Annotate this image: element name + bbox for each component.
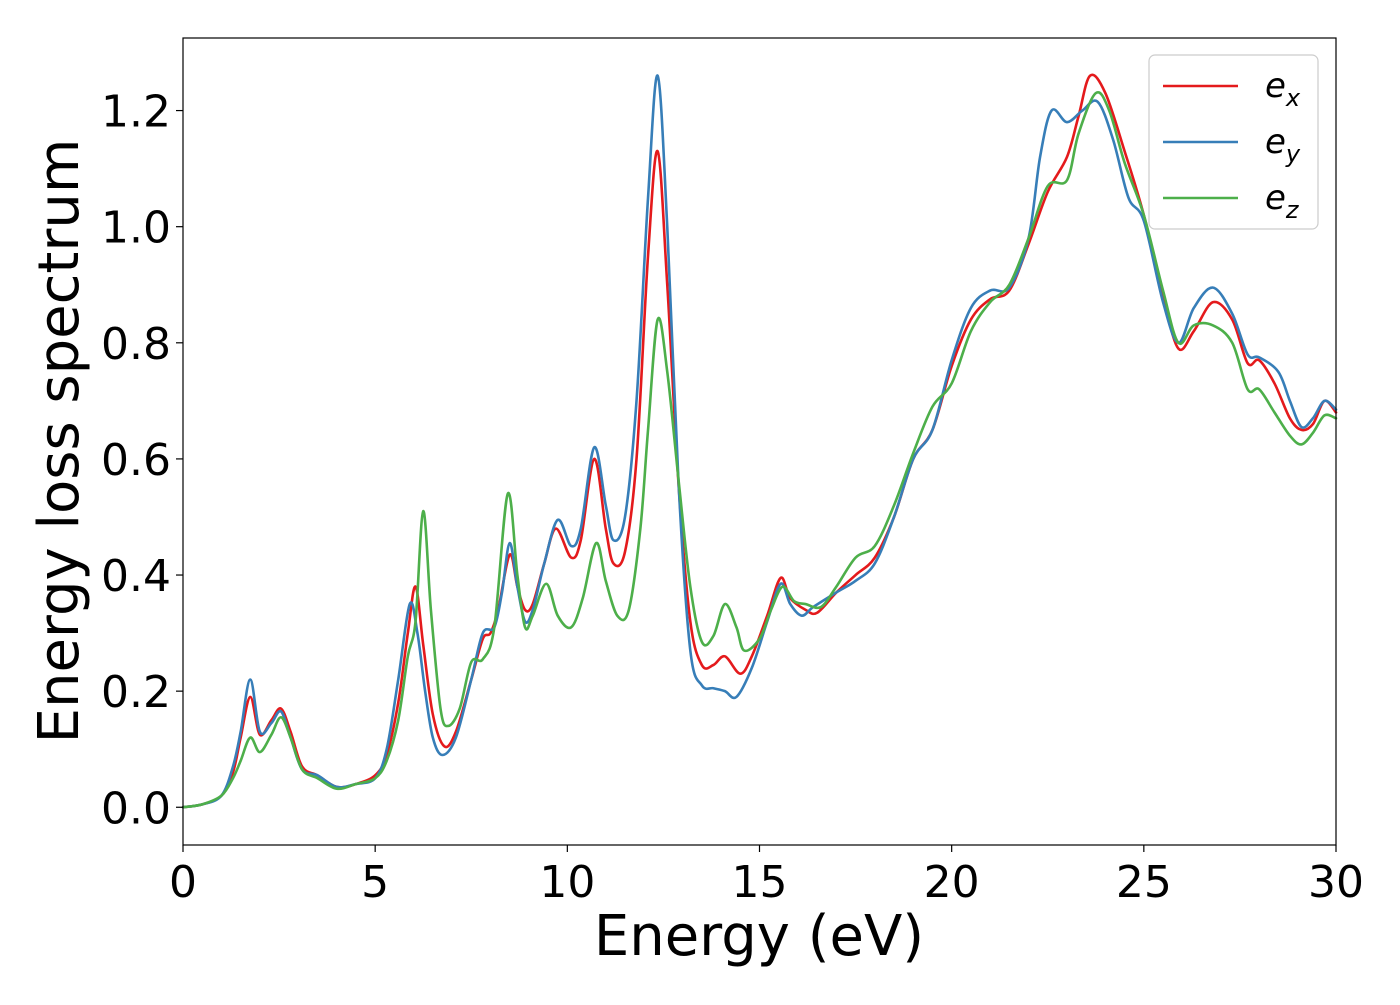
x-tick-label: 25 xyxy=(1116,857,1172,908)
x-axis-ticks: 0 5 10 15 20 25 30 xyxy=(169,845,1364,908)
x-tick-label: 10 xyxy=(539,857,595,908)
legend-label-subscript: x xyxy=(1285,84,1301,112)
legend-label-z: ez xyxy=(1265,178,1300,224)
y-tick-label: 1.2 xyxy=(101,87,171,138)
y-axis-title: Energy loss spectrum xyxy=(27,139,92,744)
y-tick-label: 0.4 xyxy=(101,551,171,602)
legend-label-subscript: z xyxy=(1285,196,1300,224)
x-tick-label: 30 xyxy=(1308,857,1364,908)
legend-label-subscript: y xyxy=(1285,140,1301,168)
y-tick-label: 0.0 xyxy=(101,783,171,834)
y-axis-ticks: 0.0 0.2 0.4 0.6 0.8 1.0 1.2 xyxy=(101,87,183,834)
x-tick-label: 15 xyxy=(732,857,788,908)
series-line-y xyxy=(181,74,1338,809)
y-tick-label: 0.2 xyxy=(101,667,171,718)
y-tick-label: 0.8 xyxy=(101,319,171,370)
series-layer xyxy=(181,73,1338,809)
y-tick-label: 0.6 xyxy=(101,435,171,486)
series-line-z xyxy=(181,91,1338,809)
y-tick-label: 1.0 xyxy=(101,203,171,254)
x-tick-label: 5 xyxy=(361,857,389,908)
x-tick-label: 20 xyxy=(924,857,980,908)
x-axis-title: Energy (eV) xyxy=(594,904,924,969)
x-tick-label: 0 xyxy=(169,857,197,908)
